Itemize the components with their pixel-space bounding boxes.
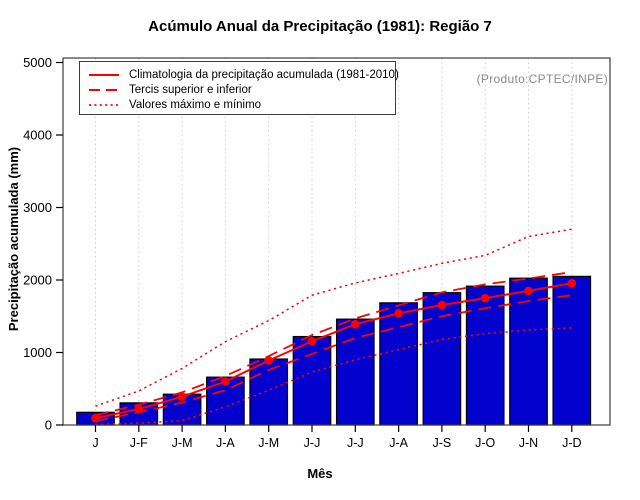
y-tick-label: 5000 (23, 55, 52, 70)
climatology-point (91, 413, 100, 423)
climatology-point (221, 377, 230, 386)
climatology-point (480, 293, 490, 303)
y-tick-label: 3000 (23, 200, 52, 215)
climatology-point (567, 278, 577, 288)
plot-border (62, 57, 611, 426)
x-tick-label: J-J (347, 436, 364, 450)
x-tick-label: J-M (258, 436, 279, 450)
x-tick-label: J-D (562, 436, 581, 450)
climatology-line (95, 282, 572, 420)
bar (465, 285, 505, 426)
dashed-line-icon (89, 88, 119, 91)
bar (509, 277, 548, 426)
x-tick-label: J (92, 436, 98, 450)
x-tick-label: J-M (172, 436, 193, 450)
bar (552, 275, 592, 426)
climatology-point (264, 356, 274, 365)
chart-title: Acúmulo Anual da Precipitação (1981): Re… (148, 18, 492, 35)
bar (292, 335, 332, 426)
climatology-point (351, 319, 360, 329)
bar (422, 292, 462, 426)
tercile-line (95, 271, 572, 417)
x-axis-title: Mês (307, 466, 333, 481)
climatology-point (524, 286, 533, 296)
climatology-point (307, 336, 317, 346)
y-tick-label: 0 (45, 418, 52, 433)
legend-label: Tercis superior e inferior (129, 83, 252, 96)
bar (249, 358, 289, 426)
climatology-point (437, 300, 447, 310)
legend-item-climatology: Climatologia da precipitação acumulada (… (88, 67, 399, 82)
legend-label: Climatologia da precipitação acumulada (… (129, 68, 399, 81)
x-tick-label: J-O (475, 436, 495, 450)
extreme-line (95, 228, 572, 407)
x-tick-label: J-N (519, 436, 538, 450)
legend: Climatologia da precipitação acumulada (… (79, 61, 399, 115)
climatology-point (394, 309, 403, 318)
product-watermark: (Produto:CPTEC/INPE) (476, 72, 608, 86)
y-tick-label: 2000 (23, 273, 52, 288)
tercile-line (95, 294, 572, 422)
y-tick-label: 4000 (23, 128, 52, 143)
legend-label: Valores máximo e mínimo (129, 98, 262, 111)
x-tick-label: J-F (130, 436, 148, 450)
legend-item-terciles: Tercis superior e inferior (88, 82, 395, 97)
y-tick-label: 1000 (23, 345, 52, 360)
climatology-point (134, 404, 144, 414)
x-tick-label: J-S (433, 436, 452, 450)
x-tick-label: J-A (216, 436, 235, 450)
dotted-line-icon (89, 103, 119, 106)
x-tick-label: J-J (304, 436, 321, 450)
bar (335, 318, 375, 426)
solid-line-icon (89, 73, 119, 76)
climatology-point (177, 392, 187, 402)
x-tick-label: J-A (389, 436, 408, 450)
bar (379, 302, 418, 426)
legend-item-extremes: Valores máximo e mínimo (88, 97, 395, 112)
